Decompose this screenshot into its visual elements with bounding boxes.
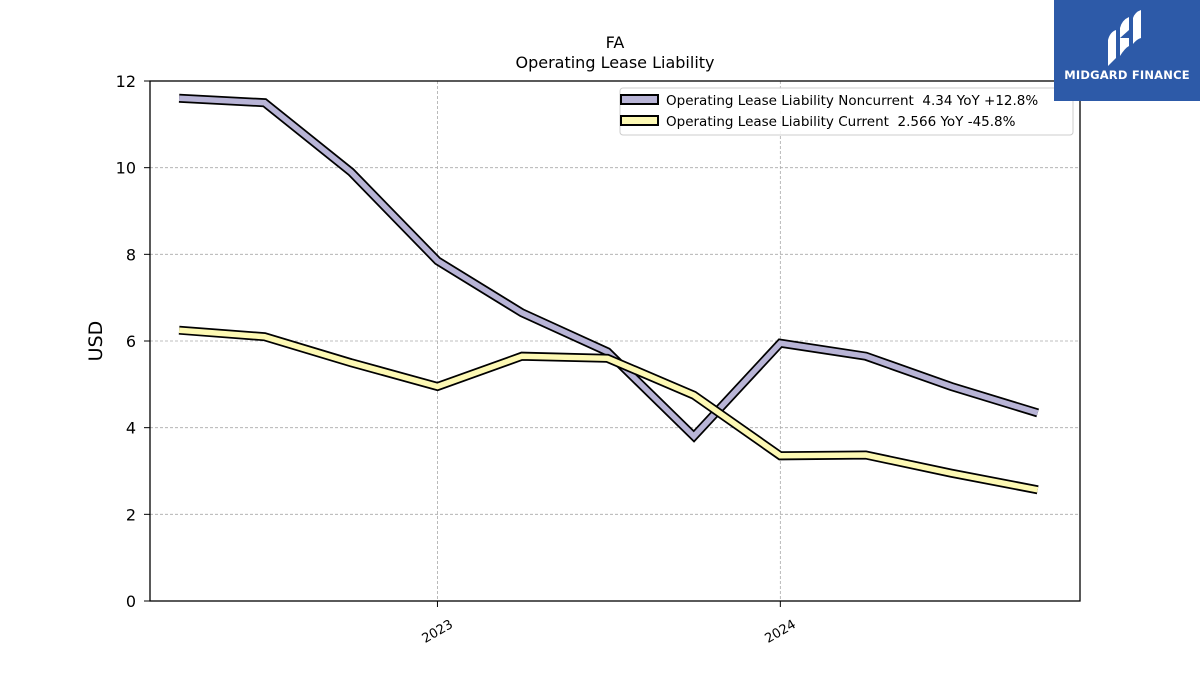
midgard-finance-logo: MIDGARD FINANCE [1054, 0, 1200, 101]
y-tick-label: 4 [126, 419, 136, 438]
x-tick-label: 2024 [763, 617, 799, 647]
chart-title: FA [606, 33, 625, 52]
series-outline-0 [178, 93, 1040, 443]
x-tick-label: 2023 [420, 617, 456, 647]
legend-swatch-current [620, 115, 659, 126]
chart-subtitle: Operating Lease Liability [515, 53, 714, 72]
y-tick-label: 10 [116, 159, 136, 178]
legend-box [619, 87, 1074, 136]
logo-text: MIDGARD FINANCE [1064, 68, 1190, 82]
legend-swatch-noncurrent [620, 94, 659, 105]
plot-frame [149, 80, 1081, 602]
y-axis-label: USD [85, 321, 107, 362]
y-tick-label: 12 [116, 72, 136, 91]
legend-label-current: Operating Lease Liability Current 2.566 … [666, 114, 1016, 130]
y-tick-label: 8 [126, 245, 136, 264]
y-tick-label: 0 [126, 592, 136, 611]
logo-mark-icon [1108, 10, 1141, 66]
y-axis: 0 2 4 6 8 10 12 [116, 72, 150, 611]
legend: Operating Lease Liability Noncurrent 4.3… [619, 87, 1074, 136]
y-tick-label: 2 [126, 505, 136, 524]
series-lines [178, 93, 1040, 495]
x-axis: 2023 2024 [420, 601, 799, 647]
series-line-0 [178, 95, 1039, 441]
series-line-1 [178, 327, 1039, 493]
legend-label-noncurrent: Operating Lease Liability Noncurrent 4.3… [666, 93, 1038, 109]
y-tick-label: 6 [126, 332, 136, 351]
